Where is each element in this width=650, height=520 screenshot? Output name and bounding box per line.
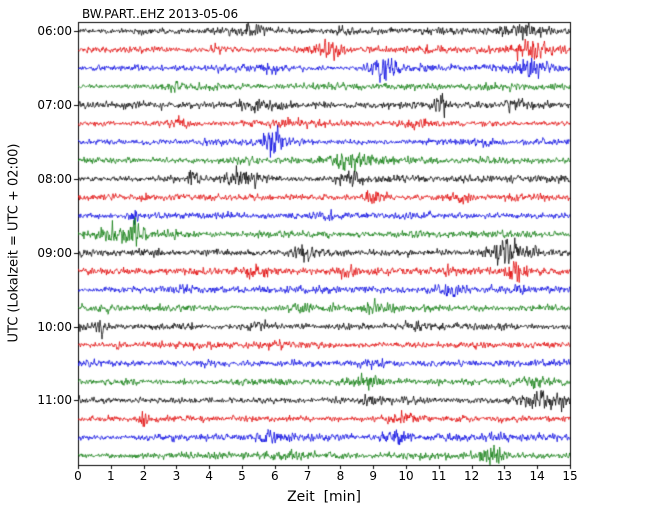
x-tick-label: 7 [303,469,312,483]
x-tick-label: 6 [270,469,279,483]
x-tick-label: 0 [74,469,82,483]
y-tick-label: 10:00 [37,319,72,334]
x-tick-label: 15 [562,469,578,483]
x-tick-label: 3 [172,469,181,483]
y-tick-label: 09:00 [37,245,72,260]
x-tick-label: 11 [431,469,447,483]
x-axis-label: Zeit [min] [287,489,361,505]
x-tick-label: 2 [139,469,148,483]
x-tick-label: 9 [369,469,378,483]
x-tick-label: 8 [336,469,345,483]
y-tick-label: 11:00 [37,393,72,408]
x-tick-label: 12 [463,469,480,483]
y-tick-label: 08:00 [37,171,72,186]
y-tick-label: 06:00 [37,24,72,39]
x-tick-label: 4 [205,469,214,483]
x-tick-label: 5 [238,469,246,483]
y-tick-label: 07:00 [37,98,72,113]
x-tick-label: 14 [529,469,545,483]
x-tick-label: 1 [106,469,115,483]
chart-title: BW.PART..EHZ 2013-05-06 [82,7,239,21]
x-tick-label: 13 [496,469,513,483]
x-tick-label: 10 [398,469,414,483]
